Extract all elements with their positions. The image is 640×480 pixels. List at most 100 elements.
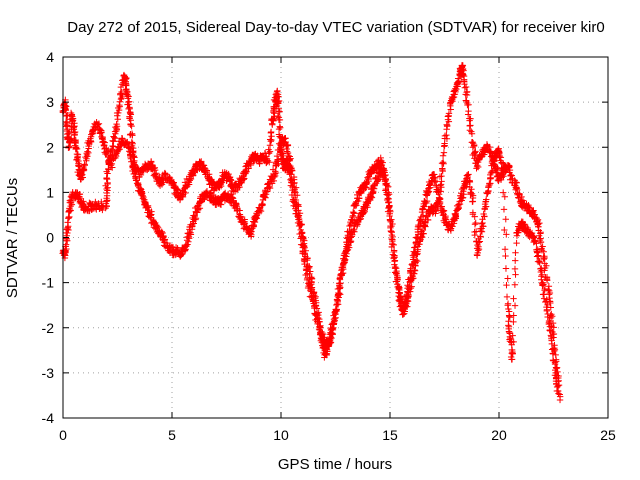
data-point-marker <box>301 250 309 257</box>
data-point <box>554 387 562 395</box>
data-point <box>112 130 119 137</box>
data-point-marker <box>544 310 551 318</box>
data-point-marker <box>103 150 110 157</box>
data-point-marker <box>349 213 356 221</box>
data-point-marker <box>487 174 494 182</box>
data-point-marker <box>265 149 273 157</box>
data-point-marker <box>293 192 301 199</box>
data-point-marker <box>386 203 393 210</box>
data-point-marker <box>438 203 445 210</box>
data-point-marker <box>501 193 509 200</box>
data-point-marker <box>464 111 472 118</box>
data-point <box>508 356 516 363</box>
data-point-marker <box>267 128 275 136</box>
data-point-marker <box>505 328 513 336</box>
data-point-marker <box>145 207 152 214</box>
data-point-marker <box>63 112 70 120</box>
data-point-marker <box>449 94 457 102</box>
data-point-marker <box>463 97 470 105</box>
data-point-marker <box>117 83 125 91</box>
data-point <box>382 180 389 187</box>
data-point-marker <box>287 155 294 162</box>
data-point-marker <box>68 201 76 208</box>
data-point-marker <box>266 159 273 166</box>
data-point-marker <box>544 301 551 309</box>
data-point-marker <box>65 130 72 137</box>
data-point-marker <box>503 281 510 289</box>
data-point-marker <box>266 142 274 149</box>
data-point-marker <box>512 271 519 278</box>
data-point-marker <box>302 271 309 279</box>
data-point-marker <box>270 173 278 181</box>
data-point <box>334 297 341 304</box>
data-point-marker <box>187 175 195 183</box>
data-point-marker <box>543 307 551 315</box>
data-point-marker <box>506 313 513 320</box>
data-point-marker <box>467 115 474 123</box>
data-point-marker <box>143 203 151 211</box>
data-point-marker <box>511 281 519 288</box>
data-point-marker <box>129 164 136 171</box>
data-point-marker <box>243 223 250 230</box>
data-point-marker <box>509 332 516 339</box>
data-point-marker <box>397 300 405 308</box>
data-point-marker <box>411 244 418 251</box>
data-point-marker <box>66 205 73 212</box>
data-point-marker <box>384 195 392 202</box>
data-point-marker <box>139 192 146 200</box>
data-point-marker <box>71 139 78 146</box>
x-tick-label: 25 <box>600 427 616 443</box>
data-point-marker <box>416 223 424 230</box>
data-point-marker <box>385 204 392 212</box>
data-point-marker <box>549 313 556 320</box>
data-point-marker <box>483 196 490 203</box>
data-point-marker <box>283 148 291 155</box>
data-point-marker <box>305 264 313 272</box>
data-point-marker <box>466 127 474 134</box>
data-point-marker <box>385 199 392 206</box>
data-point-marker <box>319 342 326 349</box>
data-point-marker <box>87 137 95 145</box>
data-point-marker <box>540 248 547 255</box>
data-point-marker <box>445 112 452 119</box>
data-point <box>474 252 481 259</box>
data-point-marker <box>105 165 112 173</box>
data-point-marker <box>540 281 547 288</box>
data-point-marker <box>336 276 344 283</box>
y-tick-label: -2 <box>42 320 55 336</box>
data-point-marker <box>241 220 249 227</box>
x-tick-label: 0 <box>59 427 67 443</box>
data-point-marker <box>404 294 411 302</box>
data-point-marker <box>498 159 506 167</box>
data-point-marker <box>62 107 69 114</box>
data-point-marker <box>66 206 74 214</box>
data-point-marker <box>475 243 482 250</box>
data-point-marker <box>284 142 292 149</box>
data-point-marker <box>118 88 125 96</box>
data-point-marker <box>232 201 240 208</box>
data-point-marker <box>65 144 72 152</box>
y-tick-label: -3 <box>42 365 55 381</box>
data-point-marker <box>392 269 399 276</box>
y-tick-label: -4 <box>42 410 55 426</box>
axes: 0 5 10 15 20 25 -4 -3 -2 -1 0 1 2 3 4 <box>42 49 616 443</box>
data-point-marker <box>511 302 519 309</box>
data-point-marker <box>80 165 87 173</box>
data-point-marker <box>294 202 301 210</box>
data-point-marker <box>468 130 476 137</box>
data-point-marker <box>510 338 517 346</box>
data-point-marker <box>389 241 396 248</box>
data-point-marker <box>363 180 371 188</box>
data-point-marker <box>386 210 394 217</box>
data-point-marker <box>95 120 103 127</box>
data-point-marker <box>383 191 390 198</box>
data-point-marker <box>62 118 70 126</box>
data-point-marker <box>396 297 404 304</box>
data-point-marker <box>486 181 493 189</box>
data-point-marker <box>391 254 398 261</box>
data-point-marker <box>292 196 300 204</box>
data-point-marker <box>550 324 557 331</box>
data-point <box>500 166 507 174</box>
data-point-marker <box>339 269 347 277</box>
